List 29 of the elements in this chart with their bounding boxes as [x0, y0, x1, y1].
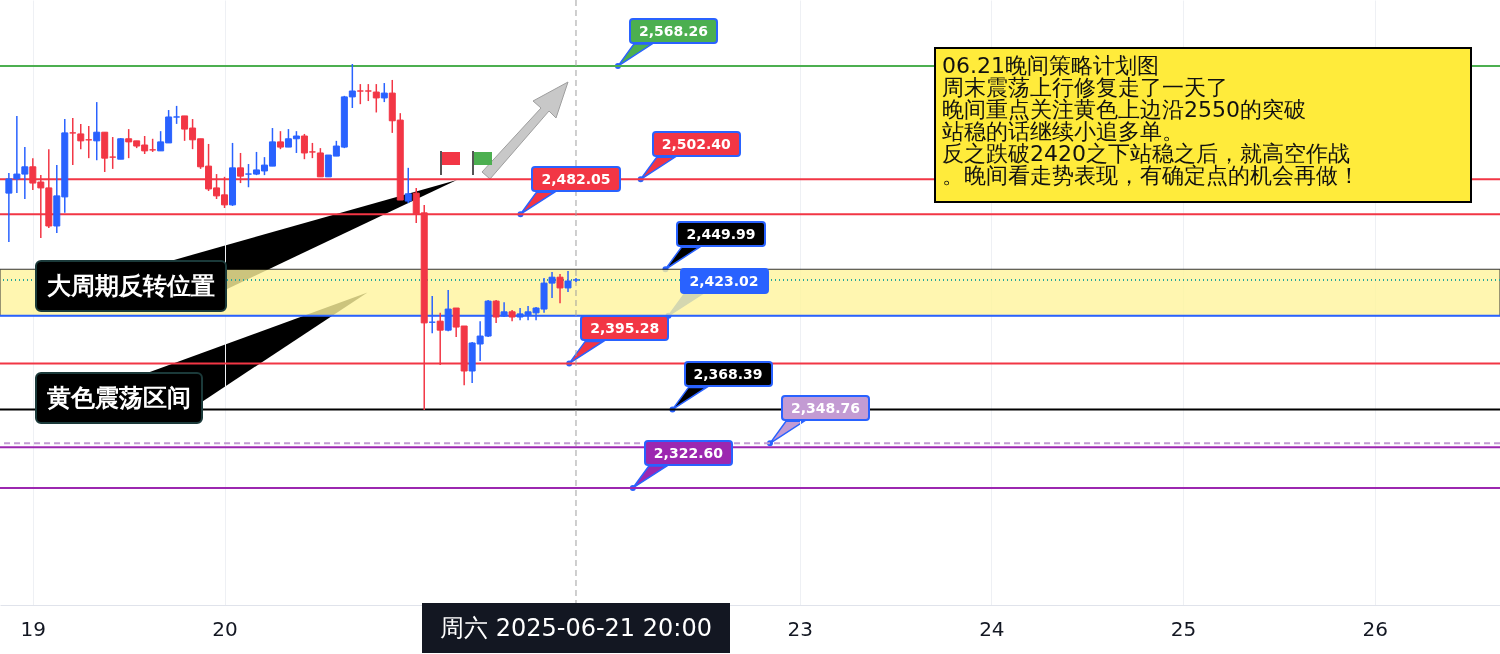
ref-line-label: 周六 2025-06-21 20:00 — [422, 603, 730, 653]
annotation: 大周期反转位置 — [35, 259, 227, 312]
band-label: 黄色震荡区间 — [35, 372, 203, 425]
annotation: 。晚间看走势表现，有确定点的机会再做！ — [942, 163, 1361, 188]
candlestick — [245, 163, 252, 188]
annotation: 2,368.39 — [683, 361, 773, 388]
annotation: 2,322.60 — [643, 439, 733, 466]
annotation: 2,502.40 — [651, 131, 741, 158]
annotation: 2,423.02 — [679, 267, 769, 294]
annotation: 2,449.99 — [676, 221, 766, 248]
annotation: 2,395.28 — [580, 315, 670, 342]
candlestick — [117, 137, 125, 160]
x-tick-label: 20 — [212, 616, 238, 641]
candlestick — [404, 167, 412, 204]
candlestick — [492, 299, 500, 324]
candlestick — [556, 273, 564, 304]
annotation: 2,568.26 — [628, 18, 719, 45]
x-tick-label: 26 — [1362, 616, 1389, 641]
candlestick — [372, 83, 380, 114]
annotation: 2,348.76 — [780, 395, 871, 422]
candlestick — [109, 136, 117, 170]
candlestick — [356, 83, 364, 105]
candlestick — [93, 101, 101, 161]
x-tick-label: 24 — [979, 616, 1005, 641]
x-tick-label: 25 — [1170, 616, 1197, 641]
x-tick-label: 23 — [787, 616, 813, 641]
candlestick — [380, 82, 388, 103]
annotation: 2,482.05 — [531, 166, 621, 193]
x-tick-label: 19 — [20, 616, 47, 641]
